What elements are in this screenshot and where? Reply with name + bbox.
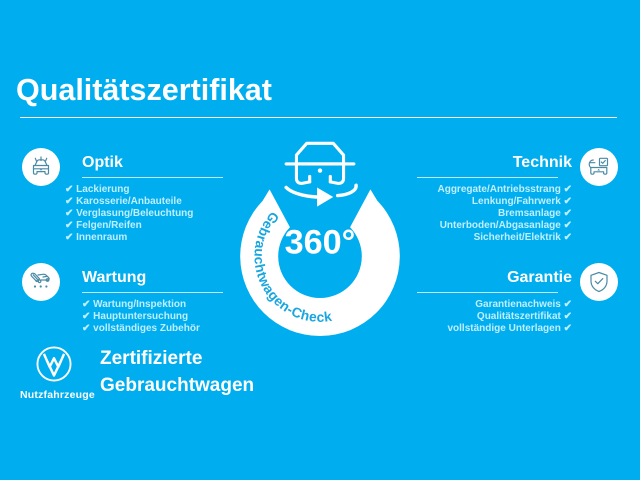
- svg-text:360°: 360°: [285, 223, 356, 261]
